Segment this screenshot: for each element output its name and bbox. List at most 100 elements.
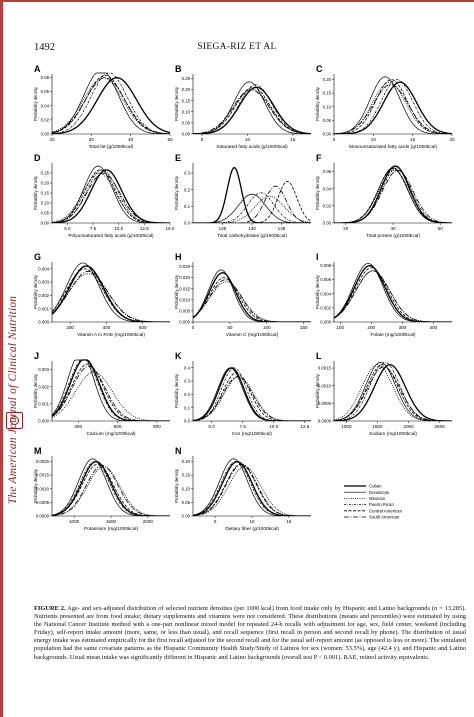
panel-letter: B xyxy=(175,64,182,74)
panel-letter: I xyxy=(316,252,319,262)
density-curve-central-american xyxy=(52,169,170,223)
density-curve-puerto-rican xyxy=(334,79,452,134)
x-tick-label: 200 xyxy=(66,325,74,330)
x-axis-title: Calcium (mg/1000kcal) xyxy=(86,431,135,437)
y-tick-label: 0.0020 xyxy=(36,459,50,464)
density-curve-central-american xyxy=(193,372,311,421)
density-curve-dominican xyxy=(193,458,311,516)
density-curve-mexican xyxy=(193,196,311,223)
x-axis-title: Potassium (mg/1000kcal) xyxy=(84,526,139,532)
x-tick-label: 600 xyxy=(139,325,147,330)
y-tick-label: 0.0000 xyxy=(36,514,50,519)
y-tick-label: 0.05 xyxy=(182,120,191,125)
density-curve-mexican xyxy=(193,89,311,134)
density-curve-mexican xyxy=(334,81,452,134)
density-curve-puerto-rican xyxy=(52,359,170,421)
panel-letter: N xyxy=(175,446,182,456)
panel-f: F 0.00 0.02 0.04 0.06 20 40 60 Total protein (g/… xyxy=(315,153,452,239)
y-tick-label: 0.05 xyxy=(182,500,191,505)
density-curve-mexican xyxy=(52,273,170,322)
x-tick-label: 10 xyxy=(245,137,251,142)
x-tick-label: 150 xyxy=(300,325,308,330)
density-curve-puerto-rican xyxy=(334,361,452,421)
y-axis-title: Probability density xyxy=(33,274,38,309)
y-tick-label: 0.002 xyxy=(38,384,49,389)
density-curve-cuban xyxy=(52,460,170,516)
y-tick-label: 0.20 xyxy=(182,87,191,92)
x-axis-title: Total fat (g/1000kcal) xyxy=(89,144,134,150)
x-tick-label: 130 xyxy=(248,226,256,231)
legend-label-south-american: South American xyxy=(369,515,400,520)
density-curve-south-american xyxy=(52,465,170,516)
density-curve-puerto-rican xyxy=(193,272,311,322)
x-tick-label: 5 xyxy=(214,519,217,524)
y-tick-label: 0.002 xyxy=(38,293,49,298)
density-curve-dominican xyxy=(193,269,311,322)
y-tick-label: 0.06 xyxy=(41,89,50,94)
panel-b: B 0.00 0.05 0.10 0.15 0.20 0.25 5 10 15Saturated … xyxy=(174,64,311,150)
x-axis-title: Dietary fiber (g/1000kcal) xyxy=(225,526,279,532)
x-tick-label: 10 xyxy=(249,519,255,524)
density-curve-south-american xyxy=(334,366,452,421)
y-tick-label: 0.000 xyxy=(320,320,331,325)
panel-letter: C xyxy=(316,64,323,74)
density-curve-mexican xyxy=(193,281,311,322)
y-tick-label: 0.20 xyxy=(41,181,50,186)
panel-k: K 0.0 0.1 0.2 0.3 0.4 5.0 7.5 10.0 12.5 Iron (mg/1… xyxy=(174,351,311,437)
y-tick-label: 0.10 xyxy=(41,201,50,206)
y-tick-label: 0.2 xyxy=(184,392,191,397)
panel-letter: G xyxy=(34,252,41,262)
y-tick-label: 0.05 xyxy=(41,211,50,216)
x-axis-title: Saturated fatty acids (g/1000kcal) xyxy=(216,144,288,150)
x-axis-title: Monounsaturated fatty acids (g/1000kcal) xyxy=(349,144,437,150)
y-tick-label: 0.06 xyxy=(323,169,332,174)
x-tick-label: 200 xyxy=(367,325,375,330)
y-axis-title: Probability density xyxy=(174,86,179,121)
page-left-rule xyxy=(0,0,3,717)
panel-letter: A xyxy=(34,64,41,74)
x-tick-label: 20 xyxy=(343,226,349,231)
legend-label-mexican: Mexican xyxy=(369,496,386,501)
density-curve-dominican xyxy=(52,458,170,516)
density-curve-south-american xyxy=(52,270,170,322)
density-curve-central-american xyxy=(193,86,311,134)
y-tick-label: 0.00 xyxy=(41,132,50,137)
x-tick-label: 10 xyxy=(371,137,377,142)
density-curve-central-american xyxy=(334,267,452,322)
x-tick-label: 50 xyxy=(227,325,233,330)
x-tick-label: 1000 xyxy=(341,424,352,429)
x-tick-label: 2000 xyxy=(403,424,414,429)
x-tick-label: 300 xyxy=(74,424,82,429)
y-axis-title: Probability density xyxy=(33,86,38,121)
x-tick-label: 1000 xyxy=(69,519,80,524)
panel-a: A 0.00 0.02 0.04 0.06 0.08 20 30 40 50 Total fat (… xyxy=(33,64,173,150)
y-tick-label: 0.010 xyxy=(179,297,190,302)
x-tick-label: 2500 xyxy=(434,424,445,429)
x-tick-label: 5 xyxy=(201,137,204,142)
density-curve-puerto-rican xyxy=(193,192,311,223)
y-tick-label: 0.003 xyxy=(38,367,49,372)
y-tick-label: 0.004 xyxy=(320,291,331,296)
panel-e: E 0.0 0.1 0.2 0.3 125 130 135 Total carbohydrate… xyxy=(174,153,311,239)
x-tick-label: 400 xyxy=(103,325,111,330)
density-curve-central-american xyxy=(334,168,452,223)
density-curve-dominican xyxy=(334,167,452,223)
x-axis-title: Vitamin C (mg/1000kcal) xyxy=(226,332,279,338)
y-tick-label: 0.015 xyxy=(179,286,190,291)
y-tick-label: 0.4 xyxy=(184,365,191,370)
x-tick-label: 5 xyxy=(333,137,336,142)
x-tick-label: 0 xyxy=(192,325,195,330)
caption-label: FIGURE 2. xyxy=(34,605,66,612)
y-axis-title: Probability density xyxy=(33,373,38,408)
x-tick-label: 125 xyxy=(219,226,227,231)
y-tick-label: 0.1 xyxy=(184,204,191,209)
y-tick-label: 0.3 xyxy=(184,379,191,384)
y-tick-label: 0.004 xyxy=(38,266,49,271)
y-tick-label: 0.0010 xyxy=(318,383,332,388)
x-axis-title: Total carbohydrates (g/1000kcal) xyxy=(217,233,287,239)
x-tick-label: 7.5 xyxy=(90,226,97,231)
y-tick-label: 0.15 xyxy=(41,191,50,196)
y-tick-label: 0.10 xyxy=(182,486,191,491)
y-tick-label: 0.00 xyxy=(41,221,50,226)
